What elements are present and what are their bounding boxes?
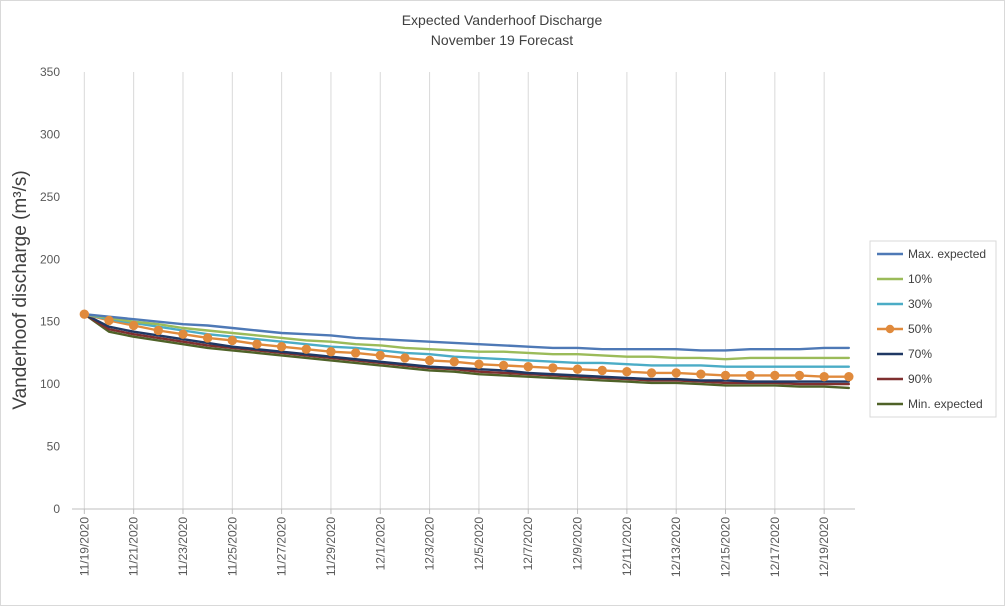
data-point-50 [523,361,533,372]
series-line-max-expected [83,313,850,352]
data-point-50 [646,368,657,378]
series-line-10 [83,313,850,361]
data-point-50 [819,371,829,382]
data-point-50 [770,370,780,381]
data-point-50 [671,368,681,378]
data-point-50 [227,335,237,346]
data-point-50 [844,371,854,382]
series-line-30 [83,313,850,368]
legend-entry-label: 90% [908,372,932,386]
y-tick-label: 150 [40,315,60,329]
data-point-50 [597,365,607,376]
data-point-50 [128,320,139,331]
data-point-50 [202,333,213,343]
axes: 0 50 100 150 200 250 300 350 11/19/2020 11/21/202… [40,65,855,577]
data-point-50 [794,370,805,381]
data-point-50 [104,315,114,326]
x-tick-label: 12/5/2020 [472,517,486,571]
data-point-50 [745,370,755,381]
chart-subtitle: November 19 Forecast [431,32,574,48]
data-point-50 [375,350,385,361]
y-tick-label: 250 [40,190,60,204]
x-tick-label: 12/17/2020 [768,517,782,577]
data-point-50 [350,348,361,358]
legend: Max. expected 10% 30% 50% 70% 90% Min. expecte… [869,240,997,418]
x-tick-label: 11/25/2020 [225,517,239,576]
legend-entry-label: 70% [908,347,932,361]
x-tick-label: 11/29/2020 [324,517,338,576]
x-tick-label: 12/11/2020 [620,517,634,576]
data-point-50 [153,325,164,336]
chart-title: Expected Vanderhoof Discharge [402,12,603,28]
gridlines [83,72,825,509]
data-point-50 [301,344,311,354]
data-point-50 [400,353,410,363]
data-point-50 [276,341,287,352]
x-tick-label: 12/13/2020 [669,517,683,577]
legend-entry-label: 30% [908,297,932,311]
series-line-90 [83,313,850,386]
x-tick-label: 12/1/2020 [373,517,387,571]
data-point-50 [178,329,188,339]
x-tick-label: 11/21/2020 [127,517,141,576]
data-point-50 [572,364,583,374]
y-tick-label: 200 [40,252,60,266]
data-point-50 [326,346,336,357]
legend-marker [885,324,895,334]
data-point-50 [622,366,632,377]
data-point-50 [498,360,509,371]
y-tick-label: 300 [40,127,60,141]
y-tick-label: 350 [40,65,60,79]
series-lines [83,313,850,390]
data-point-50 [424,355,435,366]
x-tick-label: 12/3/2020 [423,517,437,571]
x-tick-label: 12/7/2020 [521,517,535,571]
data-point-50 [696,369,706,379]
x-tick-label: 11/27/2020 [275,517,289,576]
data-point-50 [548,363,558,373]
data-point-50 [449,356,459,367]
data-point-50 [720,370,731,381]
x-tick-label: 12/15/2020 [719,517,733,577]
data-point-50 [474,359,484,369]
x-tick-label: 11/19/2020 [77,517,91,576]
x-tick-label: 12/19/2020 [817,517,831,577]
y-tick-label: 50 [47,440,61,454]
legend-entry-label: Max. expected [908,247,986,261]
series-markers [79,309,854,382]
y-tick-label: 100 [40,377,60,391]
data-point-50 [252,339,262,349]
x-tick-label: 12/9/2020 [571,517,585,571]
series-line-min-expected [83,313,850,390]
y-tick-label: 0 [53,502,60,516]
y-axis-label: Vanderhoof discharge (m³/s) [10,170,31,409]
legend-entry-label: Min. expected [908,397,983,411]
data-point-50 [79,309,90,319]
series-line-70 [83,313,850,383]
legend-entry-label: 50% [908,322,932,336]
x-tick-label: 11/23/2020 [176,517,190,576]
legend-entry-label: 10% [908,272,932,286]
